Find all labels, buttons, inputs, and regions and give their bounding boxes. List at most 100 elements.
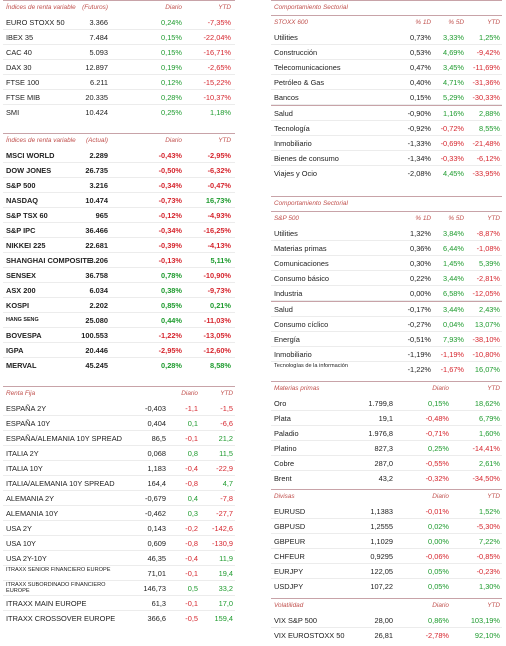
cell-value: -21,48% — [472, 139, 500, 148]
column-header: YTD — [220, 390, 233, 397]
table-row: Energía -0,51% 7,93% -38,10% — [271, 332, 502, 347]
cell-value: -38,10% — [472, 335, 500, 344]
row-label: Oro — [274, 399, 287, 408]
cell-value: 43,2 — [378, 474, 393, 483]
cell-value: -34,50% — [472, 474, 500, 483]
cell-value: -1,19% — [407, 350, 431, 359]
cell-value: 10.424 — [85, 108, 108, 117]
cell-value: 11,9 — [219, 554, 233, 563]
cell-value: 0,24% — [161, 18, 182, 27]
row-label: BOVESPA — [6, 331, 42, 340]
cell-value: 1,32% — [410, 229, 431, 238]
row-label: USA 10Y — [6, 539, 36, 548]
cell-value: -10,90% — [203, 271, 231, 280]
column-header: Diario — [165, 137, 182, 144]
cell-value: -6,32% — [207, 166, 231, 175]
cell-value: 1,2555 — [370, 522, 393, 531]
row-label: FTSE 100 — [6, 78, 40, 87]
row-label: KOSPI — [6, 301, 29, 310]
row-label: ALEMANIA 10Y — [6, 509, 59, 518]
table-row: USA 2Y-10Y 46,35 -0,4 11,9 — [3, 551, 235, 566]
table-row: NASDAQ 10.474 -0,73% 16,73% — [3, 193, 235, 208]
cell-value: -4,13% — [207, 241, 231, 250]
cell-value: -0,1 — [185, 569, 198, 578]
table-row: BOVESPA 100.553 -1,22% -13,05% — [3, 328, 235, 343]
cell-value: -130,9 — [212, 539, 233, 548]
cell-value: 0,21% — [210, 301, 231, 310]
cell-value: 0,05% — [428, 567, 449, 576]
header-label: S&P 500 — [274, 215, 299, 222]
row-label: DAX 30 — [6, 63, 32, 72]
cell-value: 8,55% — [479, 124, 500, 133]
table-row: Materias primas 0,36% 6,44% -1,08% — [271, 241, 502, 256]
table-row: Consumo cíclico -0,27% 0,04% 13,07% — [271, 317, 502, 332]
table-row: USA 10Y 0,609 -0,8 -130,9 — [3, 536, 235, 551]
cell-value: 0,44% — [161, 316, 182, 325]
row-label: Consumo básico — [274, 274, 330, 283]
row-label: EURO STOXX 50 — [6, 18, 65, 27]
column-header: Diario — [181, 390, 198, 397]
row-label: EURJPY — [274, 567, 304, 576]
table-row: Inmobiliario -1,33% -0,69% -21,48% — [271, 136, 502, 151]
column-header: Diario — [165, 4, 182, 11]
cell-value: 2,61% — [479, 459, 500, 468]
cell-value: 0,00% — [410, 289, 431, 298]
row-label: IGPA — [6, 346, 24, 355]
cell-value: -0,43% — [158, 151, 182, 160]
cell-value: -0,679 — [145, 494, 166, 503]
cell-value: -0,4 — [185, 554, 198, 563]
cell-value: 25.080 — [85, 316, 108, 325]
cell-value: 0,143 — [147, 524, 167, 533]
cell-value: 2.202 — [89, 301, 109, 310]
cell-value: 0,85% — [161, 301, 182, 310]
cell-value: -0,17% — [407, 305, 431, 314]
table-row: SHANGHAI COMPOSITE 3.206 -0,13% 5,11% — [3, 253, 235, 268]
header-label: Materias primas — [274, 385, 320, 392]
cell-value: 4,7 — [222, 479, 233, 488]
cell-value: 1,16% — [443, 109, 464, 118]
cell-value: -12,60% — [203, 346, 231, 355]
sp500-sector-panel: Comportamiento Sectorial S&P 500 % 1D % 5D Y… — [271, 196, 502, 376]
column-header: YTD — [487, 385, 500, 392]
cell-value: 1,30% — [479, 582, 500, 591]
row-label: Petróleo & Gas — [274, 78, 325, 87]
cell-value: 0,04% — [443, 320, 464, 329]
cell-value: -0,55% — [425, 459, 449, 468]
row-label: Consumo cíclico — [274, 320, 329, 329]
table-row: ITRAXX SENIOR FINANCIERO EUROPE 71,01 -0,1… — [3, 566, 235, 581]
table-row: IBEX 35 7.484 0,15% -22,04% — [3, 30, 235, 45]
cell-value: 0,28% — [161, 93, 182, 102]
cell-value: -0,8 — [185, 539, 198, 548]
table-row: KOSPI 2.202 0,85% 0,21% — [3, 298, 235, 313]
header-label: Renta Fija — [6, 390, 36, 397]
column-header: YTD — [218, 4, 231, 11]
panel-title-text: Comportamiento Sectorial — [274, 200, 348, 207]
table-row: FTSE 100 6.211 0,12% -15,22% — [3, 75, 235, 90]
table-row: Utilities 0,73% 3,33% 1,25% — [271, 30, 502, 45]
cell-value: 122,05 — [370, 567, 393, 576]
cell-value: 19,4 — [218, 569, 233, 578]
table-row: ESPAÑA/ALEMANIA 10Y SPREAD 86,5 -0,1 21,2 — [3, 431, 235, 446]
row-label: GBPUSD — [274, 522, 306, 531]
cell-value: 0,8 — [187, 449, 198, 458]
table-row: Inmobiliario -1,19% -1,19% -10,80% — [271, 347, 502, 362]
cell-value: 21,2 — [218, 434, 233, 443]
row-label: VIX S&P 500 — [274, 616, 318, 625]
column-header-row: Materias primas Diario YTD — [271, 382, 502, 396]
column-header: (Futuros) — [82, 4, 108, 11]
row-label: S&P IPC — [6, 226, 36, 235]
table-row: MSCI WORLD 2.289 -0,43% -2,95% — [3, 148, 235, 163]
cell-value: 965 — [95, 211, 108, 220]
cell-value: 4,69% — [443, 48, 464, 57]
cell-value: -0,8 — [185, 479, 198, 488]
cell-value: 0,19% — [161, 63, 182, 72]
cell-value: 827,3 — [374, 444, 394, 453]
cell-value: 1,1383 — [370, 507, 393, 516]
table-row: ESPAÑA 10Y 0,404 0,1 -6,6 — [3, 416, 235, 431]
cell-value: 6,58% — [443, 289, 464, 298]
cell-value: 5,11% — [210, 256, 231, 265]
cell-value: -0,1 — [185, 599, 198, 608]
cell-value: 18,62% — [474, 399, 500, 408]
row-label: SENSEX — [6, 271, 36, 280]
row-label: Bancos — [274, 93, 299, 102]
